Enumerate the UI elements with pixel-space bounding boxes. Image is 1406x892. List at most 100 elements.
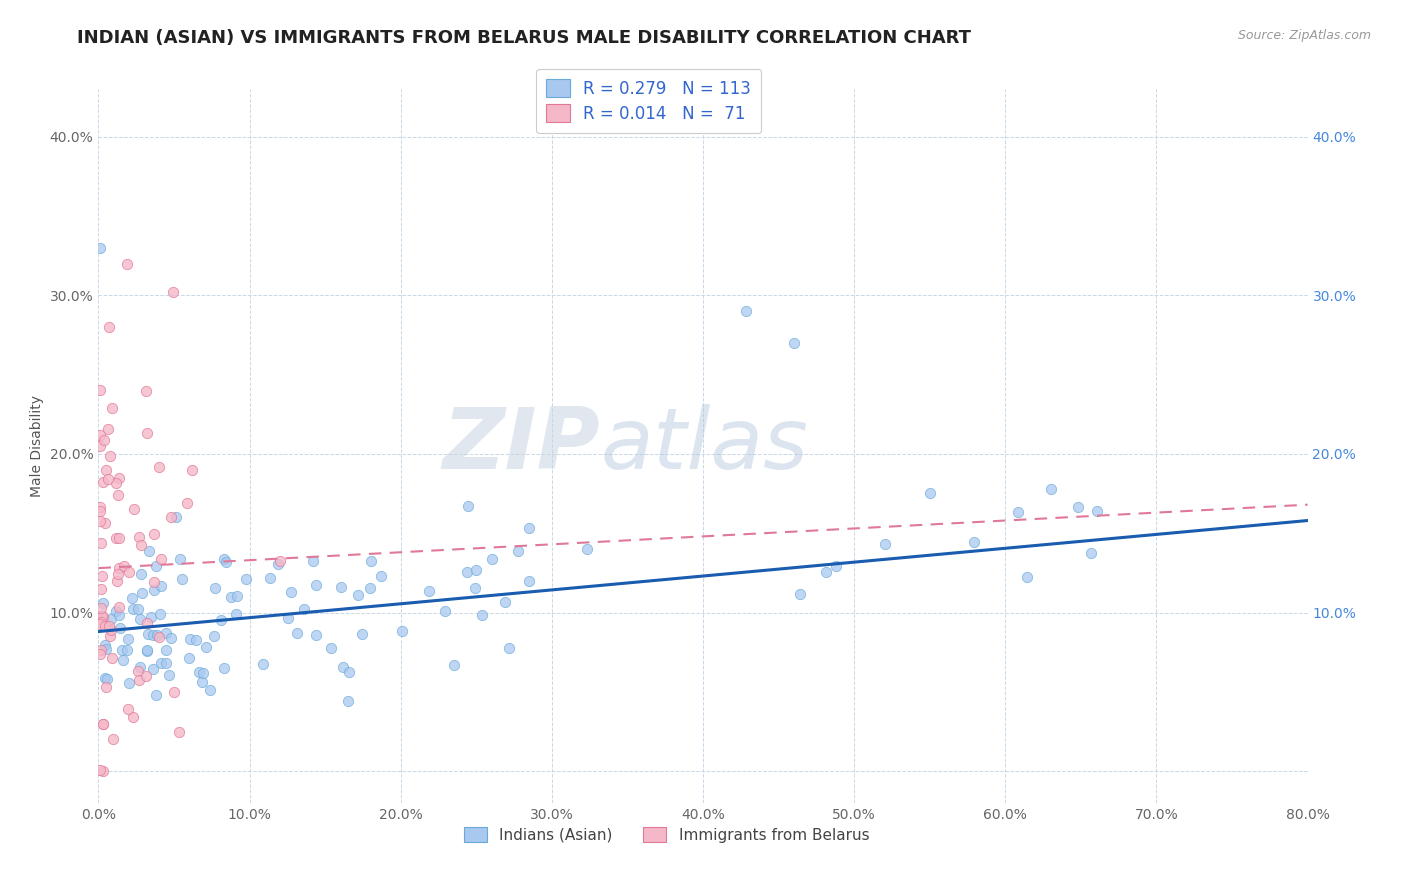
Point bbox=[97, 472, 120, 486]
Point bbox=[1040, 482, 1063, 496]
Point bbox=[111, 653, 134, 667]
Point bbox=[305, 578, 328, 592]
Point bbox=[142, 662, 165, 676]
Point bbox=[165, 509, 187, 524]
Point bbox=[108, 599, 131, 614]
Point bbox=[94, 463, 117, 477]
Point bbox=[269, 554, 291, 568]
Point bbox=[121, 710, 143, 724]
Point bbox=[107, 471, 129, 485]
Point bbox=[105, 604, 128, 618]
Point bbox=[94, 638, 117, 652]
Point bbox=[200, 682, 222, 697]
Point bbox=[136, 627, 159, 641]
Point bbox=[157, 667, 180, 681]
Point bbox=[117, 632, 139, 647]
Point bbox=[122, 501, 145, 516]
Point bbox=[1067, 500, 1090, 514]
Point bbox=[121, 591, 143, 606]
Point bbox=[89, 648, 111, 662]
Point bbox=[815, 565, 838, 579]
Point bbox=[735, 304, 758, 318]
Point bbox=[471, 607, 494, 622]
Point bbox=[129, 566, 152, 581]
Point bbox=[350, 627, 373, 641]
Point bbox=[1015, 570, 1038, 584]
Point bbox=[105, 574, 128, 589]
Point bbox=[875, 537, 897, 551]
Point bbox=[89, 384, 111, 398]
Point bbox=[465, 563, 488, 577]
Point bbox=[456, 566, 478, 580]
Point bbox=[190, 675, 212, 690]
Point bbox=[108, 561, 131, 575]
Point bbox=[219, 591, 242, 605]
Point bbox=[169, 552, 191, 566]
Point bbox=[115, 643, 138, 657]
Point bbox=[117, 702, 139, 716]
Point bbox=[824, 559, 846, 574]
Point bbox=[105, 531, 128, 545]
Text: ZIP: ZIP bbox=[443, 404, 600, 488]
Point bbox=[89, 514, 111, 528]
Point bbox=[457, 499, 479, 513]
Point bbox=[280, 584, 302, 599]
Point bbox=[108, 607, 131, 622]
Point bbox=[89, 428, 111, 442]
Point bbox=[111, 643, 134, 657]
Point bbox=[215, 555, 238, 569]
Point bbox=[146, 628, 169, 642]
Point bbox=[145, 688, 167, 702]
Point bbox=[90, 582, 112, 597]
Point bbox=[89, 763, 111, 777]
Point bbox=[160, 509, 183, 524]
Point bbox=[225, 607, 247, 621]
Point bbox=[149, 552, 172, 566]
Point bbox=[187, 665, 209, 680]
Point bbox=[91, 608, 114, 623]
Point bbox=[191, 666, 214, 681]
Point bbox=[118, 676, 141, 690]
Point bbox=[94, 619, 117, 633]
Point bbox=[93, 597, 115, 611]
Point bbox=[276, 611, 298, 625]
Point bbox=[108, 621, 131, 635]
Point bbox=[90, 536, 112, 550]
Point bbox=[136, 615, 159, 630]
Point bbox=[128, 659, 150, 673]
Point bbox=[115, 257, 138, 271]
Point bbox=[128, 673, 150, 687]
Point bbox=[97, 618, 120, 632]
Point bbox=[259, 571, 281, 585]
Point bbox=[89, 241, 111, 255]
Point bbox=[138, 544, 160, 558]
Point bbox=[94, 680, 117, 694]
Point bbox=[90, 643, 112, 657]
Point bbox=[337, 665, 360, 679]
Point bbox=[202, 629, 225, 643]
Point bbox=[148, 460, 170, 475]
Point bbox=[139, 610, 162, 624]
Point bbox=[155, 626, 177, 640]
Point bbox=[91, 475, 114, 489]
Point bbox=[576, 541, 599, 556]
Point bbox=[332, 660, 354, 674]
Point bbox=[143, 582, 166, 597]
Point bbox=[176, 496, 198, 510]
Point bbox=[167, 725, 190, 739]
Point bbox=[91, 764, 114, 778]
Point bbox=[107, 566, 129, 581]
Point bbox=[91, 716, 114, 731]
Point bbox=[225, 589, 247, 603]
Point bbox=[100, 612, 122, 626]
Point bbox=[90, 609, 112, 624]
Point bbox=[149, 607, 172, 621]
Point bbox=[370, 568, 392, 582]
Point bbox=[789, 587, 811, 601]
Point bbox=[135, 384, 157, 398]
Point bbox=[184, 632, 207, 647]
Point bbox=[285, 625, 308, 640]
Point bbox=[89, 439, 111, 453]
Legend: Indians (Asian), Immigrants from Belarus: Indians (Asian), Immigrants from Belarus bbox=[458, 821, 876, 848]
Point bbox=[101, 651, 124, 665]
